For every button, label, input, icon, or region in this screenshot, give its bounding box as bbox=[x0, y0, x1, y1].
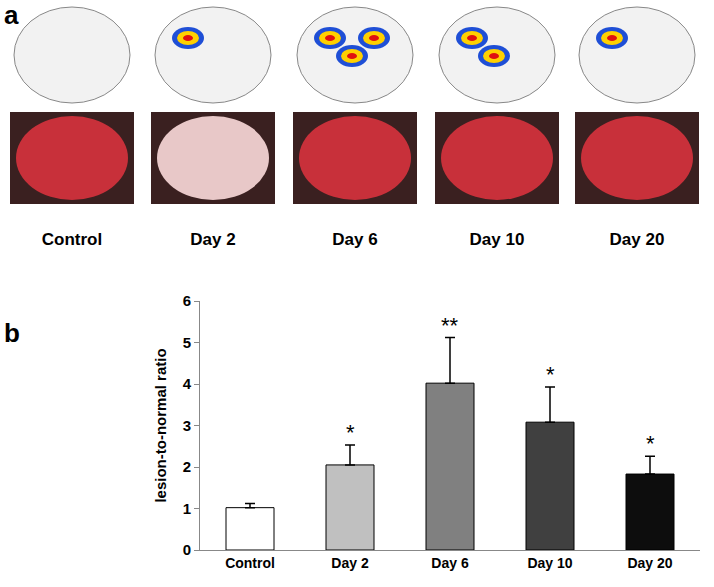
svg-text:5: 5 bbox=[183, 334, 191, 351]
svg-text:Day 6: Day 6 bbox=[431, 555, 469, 571]
svg-text:Day 2: Day 2 bbox=[331, 555, 369, 571]
svg-text:Control: Control bbox=[42, 230, 102, 249]
svg-text:*: * bbox=[346, 420, 355, 445]
html-text:b: b bbox=[4, 318, 20, 348]
svg-text:6: 6 bbox=[183, 292, 191, 309]
svg-text:Day 6: Day 6 bbox=[332, 230, 377, 249]
svg-text:Day 20: Day 20 bbox=[627, 555, 672, 571]
svg-text:2: 2 bbox=[183, 458, 191, 475]
svg-text:3: 3 bbox=[183, 417, 191, 434]
svg-text:Control: Control bbox=[225, 555, 275, 571]
svg-text:Day 20: Day 20 bbox=[610, 230, 665, 249]
svg-text:lesion-to-normal ratio: lesion-to-normal ratio bbox=[152, 348, 169, 502]
svg-text:**: ** bbox=[441, 313, 459, 338]
svg-text:Day 2: Day 2 bbox=[190, 230, 235, 249]
svg-text:*: * bbox=[646, 431, 655, 456]
svg-text:*: * bbox=[546, 362, 555, 387]
svg-text:1: 1 bbox=[183, 500, 191, 517]
svg-text:4: 4 bbox=[183, 375, 192, 392]
svg-text:0: 0 bbox=[183, 541, 191, 558]
html-text:a: a bbox=[4, 0, 19, 30]
svg-text:Day 10: Day 10 bbox=[527, 555, 572, 571]
svg-text:Day 10: Day 10 bbox=[470, 230, 525, 249]
